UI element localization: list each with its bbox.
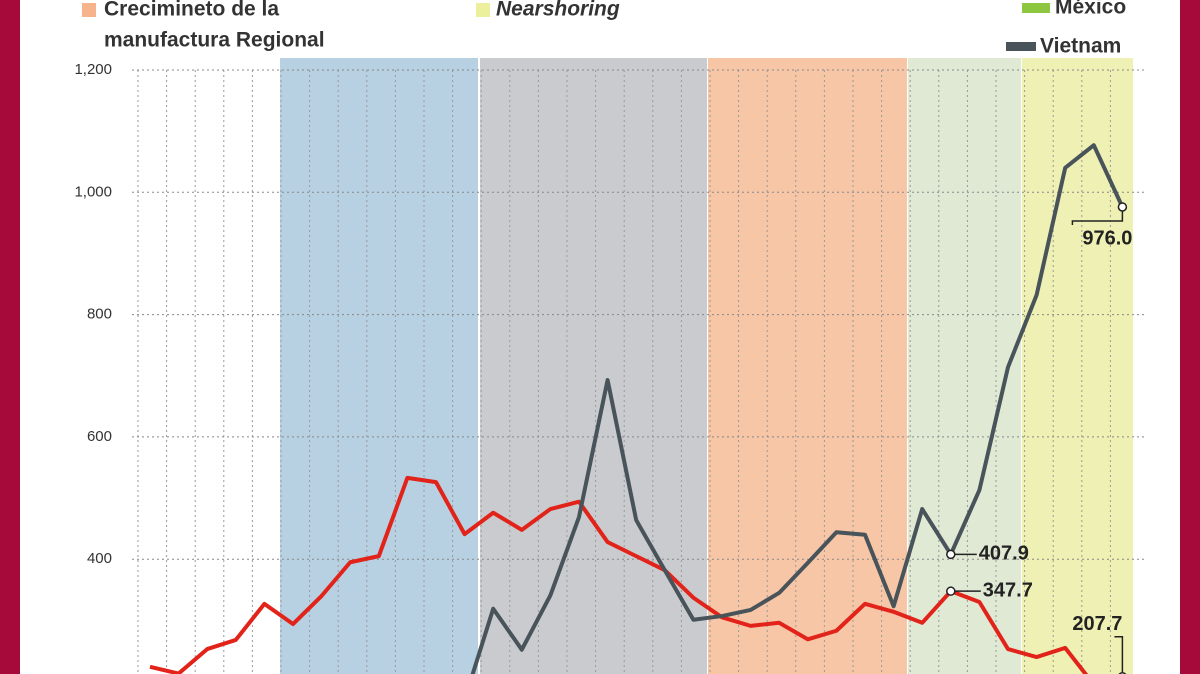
legend-label: manufactura Regional [104, 29, 325, 52]
period-band [1022, 58, 1133, 674]
legend-label: Vietnam [1040, 35, 1121, 58]
right-border [1180, 0, 1200, 674]
legend-swatch [476, 3, 490, 17]
period-band [280, 58, 478, 674]
legend-swatch [1022, 3, 1050, 13]
data-label: 347.7 [983, 579, 1033, 601]
legend-swatch [1006, 42, 1036, 51]
legend-swatch [82, 3, 96, 17]
left-border [0, 0, 20, 674]
series-line [470, 143, 1125, 674]
data-point [1117, 202, 1128, 212]
data-label: 976.0 [1082, 227, 1132, 249]
y-tick-label: 1,200 [74, 61, 112, 78]
data-label: 207.7 [1072, 613, 1122, 635]
label-leader [1071, 210, 1124, 225]
legend-label: Crecimineto de la [104, 0, 279, 21]
legend-label: Nearshoring [496, 0, 620, 21]
data-label: 407.9 [979, 543, 1029, 565]
plot-area [149, 143, 1125, 674]
period-band [480, 58, 707, 674]
label-leader [1114, 636, 1124, 673]
period-band [708, 58, 907, 674]
y-tick-label: 800 [87, 306, 112, 323]
data-point [946, 549, 956, 560]
series-line [149, 475, 1089, 674]
y-tick-label: 400 [87, 550, 112, 567]
data-point [946, 586, 956, 596]
y-tick-label: 1,000 [74, 183, 112, 200]
y-tick-label: 600 [87, 428, 112, 445]
vertical-grid [137, 70, 1111, 674]
period-band [908, 58, 1021, 674]
legend-label: México [1055, 0, 1126, 19]
